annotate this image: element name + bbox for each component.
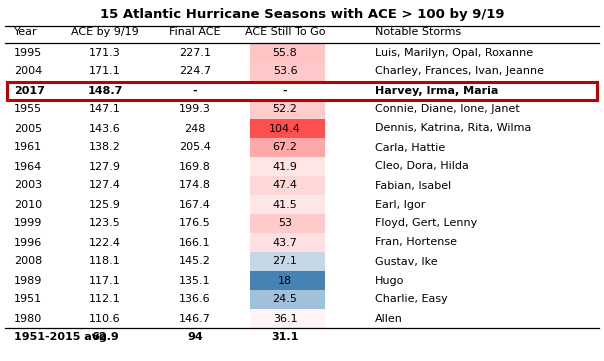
Text: Earl, Igor: Earl, Igor: [375, 200, 425, 209]
Bar: [250, 100, 325, 119]
Text: 41.9: 41.9: [272, 161, 297, 171]
Text: 227.1: 227.1: [179, 48, 211, 57]
Text: 1951: 1951: [14, 295, 42, 304]
Text: 43.7: 43.7: [272, 238, 297, 248]
Text: -: -: [283, 86, 288, 96]
Text: Allen: Allen: [375, 313, 403, 323]
Text: ACE Still To Go: ACE Still To Go: [245, 27, 325, 37]
Text: 94: 94: [187, 332, 203, 343]
Text: 171.3: 171.3: [89, 48, 121, 57]
Text: 55.8: 55.8: [272, 48, 297, 57]
Text: ACE by 9/19: ACE by 9/19: [71, 27, 139, 37]
Bar: [250, 233, 325, 252]
Text: Dennis, Katrina, Rita, Wilma: Dennis, Katrina, Rita, Wilma: [375, 123, 532, 134]
Text: 2004: 2004: [14, 66, 42, 77]
Text: Carla, Hattie: Carla, Hattie: [375, 143, 445, 152]
Text: 127.4: 127.4: [89, 180, 121, 191]
Text: 104.4: 104.4: [269, 123, 301, 134]
Text: -: -: [193, 86, 198, 96]
Text: 122.4: 122.4: [89, 238, 121, 248]
Text: 117.1: 117.1: [89, 275, 121, 286]
Text: 36.1: 36.1: [272, 313, 297, 323]
Text: Fabian, Isabel: Fabian, Isabel: [375, 180, 451, 191]
Text: Gustav, Ike: Gustav, Ike: [375, 257, 438, 266]
Text: Final ACE: Final ACE: [169, 27, 220, 37]
Text: 135.1: 135.1: [179, 275, 211, 286]
Text: Hugo: Hugo: [375, 275, 404, 286]
Text: Harvey, Irma, Maria: Harvey, Irma, Maria: [375, 86, 498, 96]
Text: 118.1: 118.1: [89, 257, 121, 266]
Text: 62.9: 62.9: [91, 332, 119, 343]
Text: 174.8: 174.8: [179, 180, 211, 191]
Text: 24.5: 24.5: [272, 295, 297, 304]
Text: Year: Year: [14, 27, 37, 37]
Text: 2008: 2008: [14, 257, 42, 266]
Text: 123.5: 123.5: [89, 218, 121, 229]
Bar: [250, 195, 325, 214]
Text: 176.5: 176.5: [179, 218, 211, 229]
Text: 1955: 1955: [14, 104, 42, 114]
Text: Luis, Marilyn, Opal, Roxanne: Luis, Marilyn, Opal, Roxanne: [375, 48, 533, 57]
Text: Fran, Hortense: Fran, Hortense: [375, 238, 457, 248]
Text: 18: 18: [278, 275, 292, 286]
Text: 138.2: 138.2: [89, 143, 121, 152]
Text: 224.7: 224.7: [179, 66, 211, 77]
Text: 127.9: 127.9: [89, 161, 121, 171]
Bar: [250, 119, 325, 138]
Text: 143.6: 143.6: [89, 123, 121, 134]
Bar: [250, 43, 325, 62]
Text: 53: 53: [278, 218, 292, 229]
Bar: [250, 271, 325, 290]
Text: 67.2: 67.2: [272, 143, 297, 152]
Text: 169.8: 169.8: [179, 161, 211, 171]
Bar: [250, 176, 325, 195]
Text: 112.1: 112.1: [89, 295, 121, 304]
Bar: [250, 138, 325, 157]
Text: 52.2: 52.2: [272, 104, 297, 114]
Bar: [250, 309, 325, 328]
Text: 248: 248: [184, 123, 206, 134]
Text: 31.1: 31.1: [271, 332, 299, 343]
Text: 125.9: 125.9: [89, 200, 121, 209]
Text: Cleo, Dora, Hilda: Cleo, Dora, Hilda: [375, 161, 469, 171]
Text: 1989: 1989: [14, 275, 42, 286]
Text: 2003: 2003: [14, 180, 42, 191]
Text: 171.1: 171.1: [89, 66, 121, 77]
Text: 1980: 1980: [14, 313, 42, 323]
Bar: [250, 214, 325, 233]
Bar: [250, 252, 325, 271]
Text: 27.1: 27.1: [272, 257, 297, 266]
Text: 2017: 2017: [14, 86, 45, 96]
Text: Notable Storms: Notable Storms: [375, 27, 461, 37]
Bar: [250, 62, 325, 81]
Text: 1996: 1996: [14, 238, 42, 248]
Text: 1964: 1964: [14, 161, 42, 171]
Text: 1951-2015 avg: 1951-2015 avg: [14, 332, 107, 343]
Text: Floyd, Gert, Lenny: Floyd, Gert, Lenny: [375, 218, 477, 229]
Text: 145.2: 145.2: [179, 257, 211, 266]
Text: 2005: 2005: [14, 123, 42, 134]
Text: 167.4: 167.4: [179, 200, 211, 209]
Text: 110.6: 110.6: [89, 313, 121, 323]
Text: 147.1: 147.1: [89, 104, 121, 114]
Text: 53.6: 53.6: [272, 66, 297, 77]
Text: 1995: 1995: [14, 48, 42, 57]
Bar: [250, 290, 325, 309]
Text: 15 Atlantic Hurricane Seasons with ACE > 100 by 9/19: 15 Atlantic Hurricane Seasons with ACE >…: [100, 8, 504, 21]
Bar: [250, 157, 325, 176]
Text: 1999: 1999: [14, 218, 42, 229]
Text: 205.4: 205.4: [179, 143, 211, 152]
Text: Charlie, Easy: Charlie, Easy: [375, 295, 448, 304]
Text: 1961: 1961: [14, 143, 42, 152]
Text: 199.3: 199.3: [179, 104, 211, 114]
Text: 2010: 2010: [14, 200, 42, 209]
Text: Connie, Diane, Ione, Janet: Connie, Diane, Ione, Janet: [375, 104, 520, 114]
Text: 47.4: 47.4: [272, 180, 298, 191]
Text: 41.5: 41.5: [272, 200, 297, 209]
Text: 148.7: 148.7: [88, 86, 123, 96]
Text: 146.7: 146.7: [179, 313, 211, 323]
Text: Charley, Frances, Ivan, Jeanne: Charley, Frances, Ivan, Jeanne: [375, 66, 544, 77]
Text: 136.6: 136.6: [179, 295, 211, 304]
Text: 166.1: 166.1: [179, 238, 211, 248]
